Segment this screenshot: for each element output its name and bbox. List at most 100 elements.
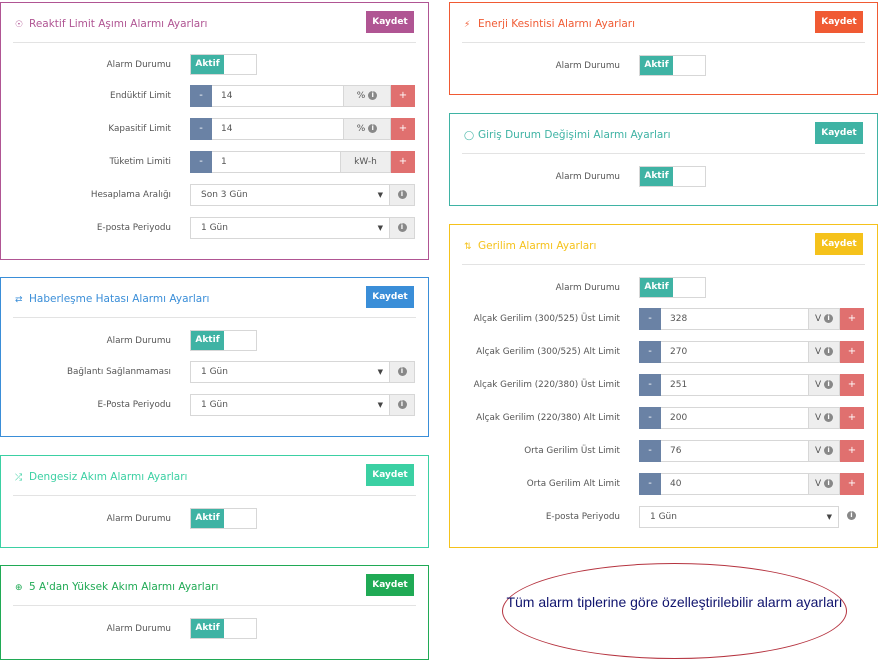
- info-icon[interactable]: i: [824, 413, 834, 422]
- voltage-limit-stepper: - 40 V i +: [639, 473, 864, 495]
- select-value[interactable]: 1 Gün ▼: [639, 506, 839, 528]
- save-button[interactable]: Kaydet: [366, 11, 414, 33]
- info-icon[interactable]: i: [824, 314, 834, 323]
- unit-addon: % i: [343, 118, 391, 140]
- voltage-limit-label: Alçak Gerilim (300/525) Üst Limit: [473, 314, 620, 324]
- alarm-status-toggle[interactable]: Aktif: [639, 277, 706, 298]
- high-current-panel: ⊕ 5 A'dan Yüksek Akım Alarmı Ayarları Kay…: [0, 565, 429, 660]
- select-value[interactable]: Son 3 Gün ▼: [190, 184, 390, 206]
- voltage-limit-row: Alçak Gerilim (220/380) Alt Limit - 200 …: [450, 407, 877, 429]
- info-icon[interactable]: i: [368, 124, 378, 133]
- alarm-status-toggle[interactable]: Aktif: [190, 54, 257, 75]
- info-icon[interactable]: i: [397, 190, 407, 199]
- unbalanced-current-panel: ⤮ Dengesiz Akım Alarmı Ayarları Kaydet Al…: [0, 455, 429, 548]
- info-icon[interactable]: i: [847, 511, 856, 520]
- calc-range-select[interactable]: Son 3 Gün ▼ i: [190, 184, 415, 206]
- save-button[interactable]: Kaydet: [815, 122, 863, 144]
- info-addon: i: [390, 394, 415, 416]
- decrement-button[interactable]: -: [190, 85, 212, 107]
- decrement-button[interactable]: -: [190, 151, 212, 173]
- panel-title: ⇄ Haberleşme Hatası Alarmı Ayarları: [15, 293, 210, 305]
- decrement-button[interactable]: -: [190, 118, 212, 140]
- voltage-limit-input[interactable]: 328: [661, 308, 808, 330]
- increment-button[interactable]: +: [840, 473, 864, 495]
- info-icon[interactable]: i: [824, 446, 834, 455]
- capacitive-limit-input[interactable]: 14: [212, 118, 343, 140]
- save-button[interactable]: Kaydet: [366, 464, 414, 486]
- select-value[interactable]: 1 Gün ▼: [190, 217, 390, 239]
- alarm-status-label: Alarm Durumu: [555, 61, 620, 71]
- alarm-status-toggle[interactable]: Aktif: [639, 55, 706, 76]
- alarm-status-toggle[interactable]: Aktif: [190, 618, 257, 639]
- communication-alarm-panel: ⇄ Haberleşme Hatası Alarmı Ayarları Kayde…: [0, 277, 429, 437]
- increment-button[interactable]: +: [391, 118, 415, 140]
- increment-button[interactable]: +: [840, 341, 864, 363]
- increment-button[interactable]: +: [840, 308, 864, 330]
- increment-button[interactable]: +: [840, 374, 864, 396]
- voltage-limit-input[interactable]: 40: [661, 473, 808, 495]
- decrement-button[interactable]: -: [639, 440, 661, 462]
- decrement-button[interactable]: -: [639, 473, 661, 495]
- panel-title: ⤮ Dengesiz Akım Alarmı Ayarları: [15, 471, 188, 483]
- capacitive-limit-stepper: - 14 % i +: [190, 118, 415, 140]
- save-button[interactable]: Kaydet: [366, 574, 414, 596]
- info-addon: i: [839, 506, 864, 528]
- consumption-limit-label: Tüketim Limiti: [109, 157, 171, 167]
- info-icon[interactable]: i: [824, 380, 834, 389]
- swap-icon: ⇅: [464, 242, 472, 252]
- consumption-limit-input[interactable]: 1: [212, 151, 340, 173]
- alarm-status-row: Alarm Durumu Aktif: [1, 54, 428, 76]
- info-addon: i: [390, 361, 415, 383]
- voltage-alarm-panel: ⇅ Gerilim Alarmı Ayarları Kaydet Alarm Du…: [449, 224, 878, 548]
- alarm-status-row: Alarm Durumu Aktif: [450, 277, 877, 299]
- decrement-button[interactable]: -: [639, 374, 661, 396]
- select-value[interactable]: 1 Gün ▼: [190, 361, 390, 383]
- info-icon[interactable]: i: [824, 479, 834, 488]
- save-button[interactable]: Kaydet: [815, 233, 863, 255]
- panel-header: ☉ Reaktif Limit Aşımı Alarmı Ayarları Kay…: [13, 3, 416, 43]
- save-button[interactable]: Kaydet: [815, 11, 863, 33]
- alarm-status-label: Alarm Durumu: [106, 60, 171, 70]
- info-icon[interactable]: i: [824, 347, 834, 356]
- save-button[interactable]: Kaydet: [366, 286, 414, 308]
- decrement-button[interactable]: -: [639, 308, 661, 330]
- increment-button[interactable]: +: [391, 151, 415, 173]
- connection-select[interactable]: 1 Gün ▼ i: [190, 361, 415, 383]
- shuffle-icon: ⤮: [15, 473, 23, 483]
- email-period-select[interactable]: 1 Gün ▼ i: [639, 506, 864, 528]
- email-period-select[interactable]: 1 Gün ▼ i: [190, 217, 415, 239]
- increment-button[interactable]: +: [840, 407, 864, 429]
- capacitive-limit-label: Kapasitif Limit: [108, 124, 171, 134]
- voltage-limit-input[interactable]: 76: [661, 440, 808, 462]
- decrement-button[interactable]: -: [639, 341, 661, 363]
- info-icon[interactable]: i: [397, 223, 407, 232]
- voltage-limit-input[interactable]: 251: [661, 374, 808, 396]
- info-icon[interactable]: i: [397, 400, 407, 409]
- alarm-status-row: Alarm Durumu Aktif: [450, 55, 877, 77]
- alarm-status-row: Alarm Durumu Aktif: [1, 330, 428, 352]
- consumption-limit-row: Tüketim Limiti - 1 kW-h +: [1, 151, 428, 173]
- voltage-limit-input[interactable]: 270: [661, 341, 808, 363]
- voltage-limit-stepper: - 328 V i +: [639, 308, 864, 330]
- email-period-row: E-posta Periyodu 1 Gün ▼ i: [1, 217, 428, 239]
- info-icon[interactable]: i: [368, 91, 378, 100]
- voltage-limit-input[interactable]: 200: [661, 407, 808, 429]
- capacitive-limit-row: Kapasitif Limit - 14 % i +: [1, 118, 428, 140]
- email-period-label: E-posta Periyodu: [96, 223, 171, 233]
- panel-header: ⇄ Haberleşme Hatası Alarmı Ayarları Kayde…: [13, 278, 416, 318]
- alarm-status-toggle[interactable]: Aktif: [190, 508, 257, 529]
- email-period-row: E-Posta Periyodu 1 Gün ▼ i: [1, 394, 428, 416]
- panel-header: ⚡ Enerji Kesintisi Alarmı Ayarları Kaydet: [462, 3, 865, 43]
- increment-button[interactable]: +: [391, 85, 415, 107]
- email-period-select[interactable]: 1 Gün ▼ i: [190, 394, 415, 416]
- alarm-status-toggle[interactable]: Aktif: [639, 166, 706, 187]
- usb-icon: ⇄: [15, 295, 23, 305]
- alarm-status-toggle[interactable]: Aktif: [190, 330, 257, 351]
- alarm-status-label: Alarm Durumu: [106, 336, 171, 346]
- decrement-button[interactable]: -: [639, 407, 661, 429]
- select-value[interactable]: 1 Gün ▼: [190, 394, 390, 416]
- info-icon[interactable]: i: [397, 367, 407, 376]
- increment-button[interactable]: +: [840, 440, 864, 462]
- toggle-on-label: Aktif: [191, 331, 224, 350]
- inductive-limit-input[interactable]: 14: [212, 85, 343, 107]
